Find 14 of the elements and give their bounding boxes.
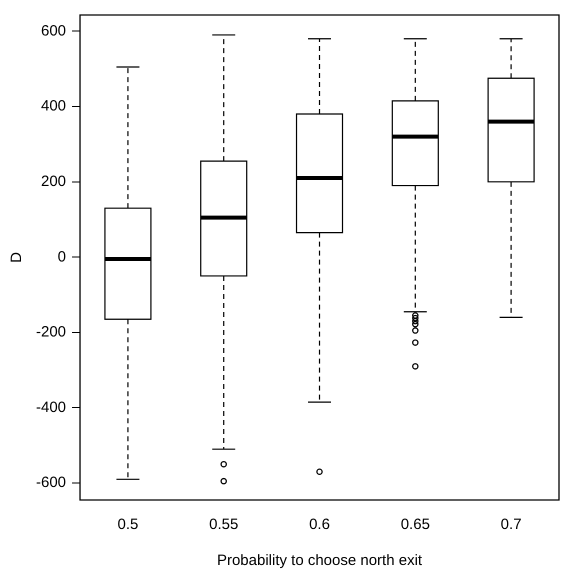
y-tick-label: 0 (58, 248, 66, 266)
x-tick-label: 0.55 (209, 516, 238, 534)
y-tick-label: 400 (40, 98, 66, 115)
x-axis-title: Probability to choose north exit (216, 552, 423, 570)
y-tick-label: -400 (36, 398, 66, 416)
x-tick-label: 0.65 (400, 516, 430, 534)
x-tick-label: 0.6 (309, 516, 330, 534)
y-tick-label: -200 (36, 324, 66, 341)
y-tick-label: 200 (40, 172, 66, 190)
y-tick-label: 600 (40, 22, 66, 40)
x-tick-label: 0.5 (117, 516, 138, 534)
y-axis-title: D (8, 252, 26, 263)
y-tick-label: -600 (36, 474, 66, 492)
x-tick-label: 0.7 (500, 516, 522, 534)
